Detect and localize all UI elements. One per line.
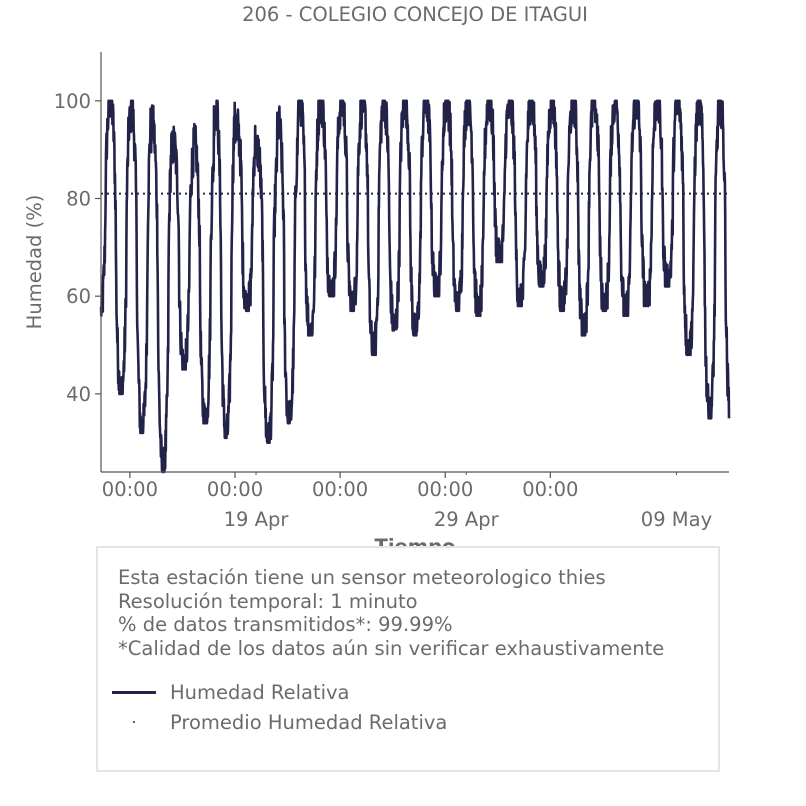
x-date-label: 09 May	[641, 508, 712, 531]
legend-item-humidity: Humedad Relativa	[112, 680, 350, 704]
x-tick-label: 00:00	[522, 478, 578, 501]
x-tick-label: 00:00	[102, 478, 158, 501]
legend-solid-line-icon	[112, 680, 156, 704]
legend-dotted-line-icon	[112, 710, 156, 734]
x-tick-label: 00:00	[207, 478, 263, 501]
x-ticks: 00:00 00:00 00:00 00:00 00:00 19 Apr 29 Apr 09 …	[102, 472, 712, 531]
x-date-label: 19 Apr	[224, 508, 290, 531]
x-tick-label: 00:00	[312, 478, 368, 501]
plot-area	[99, 99, 731, 474]
x-tick-label: 00:00	[417, 478, 473, 501]
humidity-series-line	[99, 99, 731, 474]
info-legend-box: Esta estación tiene un sensor meteorolog…	[96, 546, 720, 772]
info-sensor: Esta estación tiene un sensor meteorolog…	[118, 566, 606, 589]
y-ticks: 40 60 80 100	[54, 90, 101, 406]
chart-title: 206 - COLEGIO CONCEJO DE ITAGUI	[242, 3, 588, 26]
legend-label-average: Promedio Humedad Relativa	[170, 710, 448, 734]
info-data-percentage: % de datos transmitidos*: 99.99%	[118, 613, 453, 636]
y-tick-label: 80	[66, 188, 91, 211]
y-axis-label: Humedad (%)	[23, 195, 46, 330]
station-info: Esta estación tiene un sensor meteorolog…	[118, 566, 664, 660]
info-resolution: Resolución temporal: 1 minuto	[118, 589, 418, 613]
legend-item-average: Promedio Humedad Relativa	[112, 710, 447, 734]
legend-label-humidity: Humedad Relativa	[170, 680, 350, 704]
y-tick-label: 100	[54, 90, 91, 113]
x-date-label: 29 Apr	[434, 508, 500, 531]
info-quality-note: *Calidad de los datos aún sin verificar …	[118, 636, 665, 660]
y-tick-label: 60	[66, 285, 91, 308]
y-tick-label: 40	[66, 383, 91, 406]
